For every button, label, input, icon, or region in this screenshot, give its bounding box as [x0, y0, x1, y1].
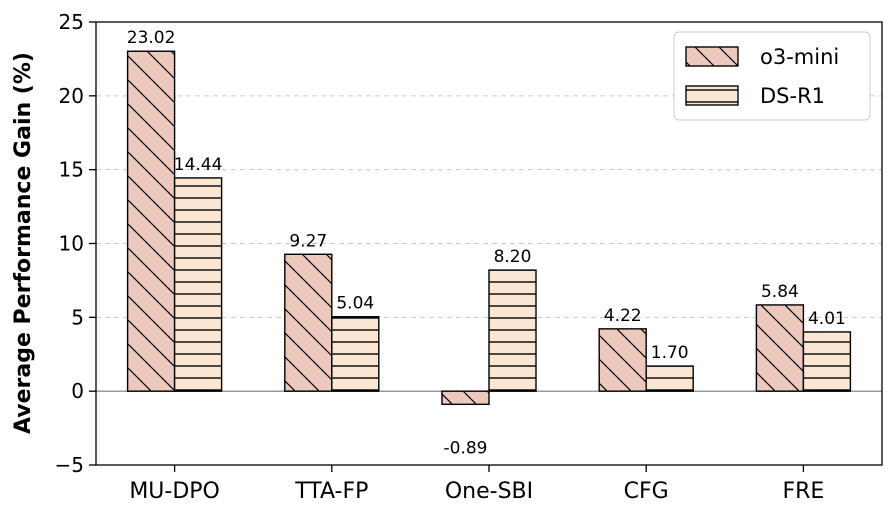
x-tick-label: MU-DPO	[129, 479, 220, 504]
bar-hatch	[126, 50, 176, 392]
data-label: 1.70	[651, 343, 689, 363]
data-label: 23.02	[127, 28, 176, 48]
data-label: 8.20	[494, 247, 532, 267]
y-tick-label: −5	[55, 453, 84, 477]
y-tick-label: 15	[59, 158, 84, 182]
y-axis-ticks: −5 0 5 10 15 20 25	[55, 10, 96, 477]
y-axis-title: Average Performance Gain (%)	[11, 52, 36, 434]
x-axis-ticks: MU-DPO TTA-FP One-SBI CFG FRE	[129, 465, 824, 504]
x-tick-label: CFG	[624, 479, 669, 504]
x-tick-label: FRE	[782, 479, 824, 504]
x-tick-label: One-SBI	[445, 479, 533, 504]
bar-hatch	[755, 304, 805, 392]
legend-label-o3-mini: o3-mini	[760, 45, 839, 69]
legend: o3-mini DS-R1	[673, 31, 871, 121]
x-tick-label: TTA-FP	[294, 479, 368, 504]
y-tick-label: 20	[59, 84, 84, 108]
bar-hatch	[331, 316, 380, 392]
data-label: 14.44	[174, 155, 223, 175]
bar-hatch	[802, 331, 852, 392]
bar-hatch	[173, 177, 223, 392]
y-tick-label: 5	[71, 305, 84, 329]
bars	[126, 50, 852, 406]
bar-hatch	[598, 328, 647, 392]
bar-hatch	[284, 253, 333, 392]
gridlines	[96, 95, 882, 318]
legend-label-ds-r1: DS-R1	[760, 84, 825, 108]
data-label: 5.84	[761, 282, 799, 302]
data-label: 4.01	[808, 309, 846, 329]
legend-swatch-o3-mini-hatch	[685, 46, 739, 67]
legend-swatch-ds-r1-hatch	[685, 85, 739, 106]
y-tick-label: 10	[59, 232, 84, 256]
y-tick-label: 25	[59, 10, 84, 34]
data-label: 9.27	[289, 231, 327, 251]
data-label: 5.04	[336, 294, 374, 314]
data-labels: 23.02 14.44 9.27 5.04 -0.89 8.20 4.22 1.70 5.84 4…	[127, 28, 846, 458]
bar-hatch	[441, 390, 490, 406]
data-label: 4.22	[604, 306, 642, 326]
bar-hatch	[488, 269, 537, 392]
data-label: -0.89	[444, 438, 488, 458]
y-tick-label: 0	[71, 379, 84, 403]
bar-hatch	[645, 365, 694, 392]
